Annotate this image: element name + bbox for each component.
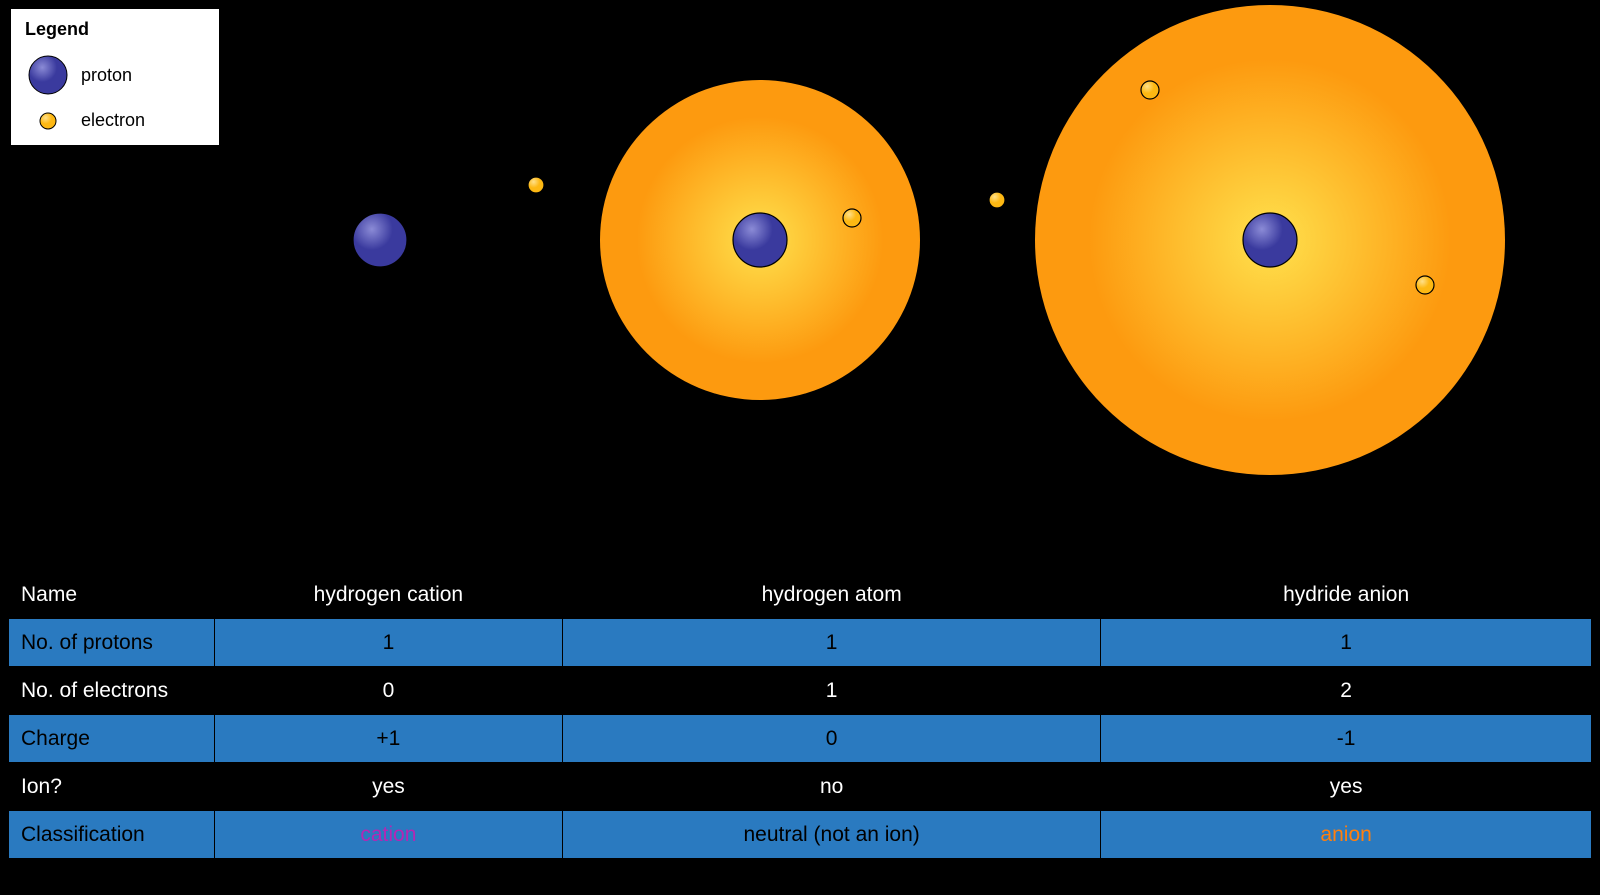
- table-cell: 0: [214, 667, 562, 715]
- table-cell: 1: [563, 619, 1101, 667]
- row-label: Ion?: [9, 763, 215, 811]
- proton-icon: [1241, 211, 1299, 274]
- proton-icon: [351, 211, 409, 274]
- table-cell: cation: [214, 811, 562, 859]
- table-cell: hydrogen atom: [563, 571, 1101, 619]
- table-cell: +1: [214, 715, 562, 763]
- row-label: No. of protons: [9, 619, 215, 667]
- table-cell: 1: [214, 619, 562, 667]
- table-cell: no: [563, 763, 1101, 811]
- row-label: Name: [9, 571, 215, 619]
- electron-icon: [841, 207, 863, 234]
- table-cell: 0: [563, 715, 1101, 763]
- ion-data-table: Namehydrogen cationhydrogen atomhydride …: [8, 570, 1592, 859]
- electron-icon: [1139, 79, 1161, 106]
- electron-icon: [987, 190, 1007, 215]
- electron-icon: [1414, 274, 1436, 301]
- table-cell: hydride anion: [1101, 571, 1592, 619]
- row-label: Charge: [9, 715, 215, 763]
- table-cell: 1: [563, 667, 1101, 715]
- table-cell: yes: [1101, 763, 1592, 811]
- table-row: No. of electrons012: [9, 667, 1592, 715]
- electron-icon: [526, 175, 546, 200]
- table-cell: hydrogen cation: [214, 571, 562, 619]
- row-label: Classification: [9, 811, 215, 859]
- table-cell: -1: [1101, 715, 1592, 763]
- table-cell: 1: [1101, 619, 1592, 667]
- table-cell: neutral (not an ion): [563, 811, 1101, 859]
- table-cell: 2: [1101, 667, 1592, 715]
- table-row: Namehydrogen cationhydrogen atomhydride …: [9, 571, 1592, 619]
- row-label: No. of electrons: [9, 667, 215, 715]
- atom-illustration-area: [0, 0, 1600, 560]
- table-row: Classificationcationneutral (not an ion)…: [9, 811, 1592, 859]
- table-row: No. of protons111: [9, 619, 1592, 667]
- table-row: Ion?yesnoyes: [9, 763, 1592, 811]
- table-cell: anion: [1101, 811, 1592, 859]
- diagram-canvas: Legend proton electron: [0, 0, 1600, 895]
- table-cell: yes: [214, 763, 562, 811]
- table-row: Charge+10-1: [9, 715, 1592, 763]
- proton-icon: [731, 211, 789, 274]
